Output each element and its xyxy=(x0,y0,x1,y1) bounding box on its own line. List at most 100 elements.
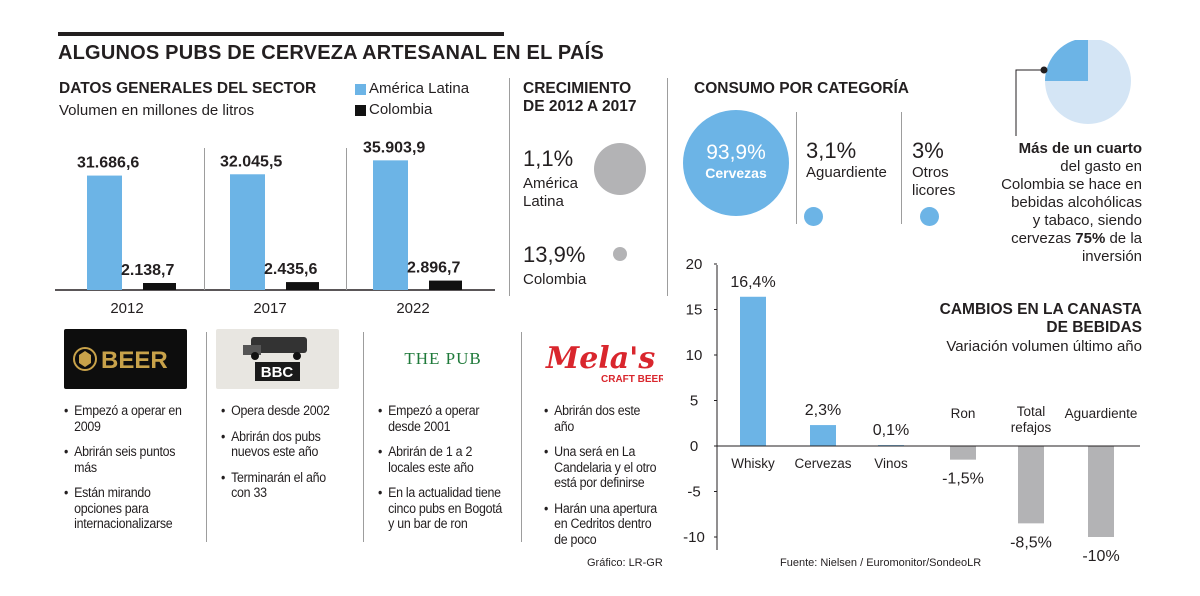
bbc-logo-truck-body xyxy=(251,337,307,353)
pub-the-pub-info: Empezó a operar desde 2001 Abrirán de 1 … xyxy=(378,403,518,542)
growth-heading-line2: DE 2012 A 2017 xyxy=(523,98,637,115)
x-tick-aguardiente: Aguardiente xyxy=(1065,406,1138,421)
legend-label-latam: América Latina xyxy=(369,80,470,97)
basket-heading-line1: CAMBIOS EN LA CANASTA xyxy=(939,301,1142,318)
consumption-aguardiente-label: Aguardiente xyxy=(806,164,887,181)
pie-note-line6: cervezas 75% de la xyxy=(980,230,1142,248)
growth-heading: CRECIMIENTO DE 2012 A 2017 xyxy=(523,80,636,116)
x-tick-2017: 2017 xyxy=(253,300,286,317)
bbc-logo-wheel-2 xyxy=(293,352,301,360)
the-pub-logo-art: THE PUB xyxy=(404,349,481,368)
pie-note-line5: y tabaco, siendo xyxy=(1032,212,1142,229)
y-tick-0: 0 xyxy=(690,438,698,455)
data-label-latam-2012: 31.686,6 xyxy=(77,155,139,172)
bar-aguardiente xyxy=(1088,446,1114,537)
pub-beer-info: Empezó a operar en 2009 Abrirán seis pun… xyxy=(64,403,192,542)
data-label-colombia-2012: 2.138,7 xyxy=(121,262,174,279)
basket-heading: CAMBIOS EN LA CANASTA DE BEBIDAS xyxy=(870,301,1142,337)
bar-cervezas xyxy=(810,425,836,446)
beer-logo-emblem xyxy=(73,347,97,371)
x-tick-2012: 2012 xyxy=(110,300,143,317)
consumption-heading: CONSUMO POR CATEGORÍA xyxy=(694,80,909,97)
data-label-latam-2017: 32.045,5 xyxy=(220,153,282,170)
growth-colombia-label: Colombia xyxy=(523,271,587,288)
logo-beer: BEER xyxy=(64,329,187,389)
y-tick--5: -5 xyxy=(687,484,700,501)
basket-chart: 20 15 10 5 0 -5 -10 16,4% Whisky 2,3% Cervezas 0,1… xyxy=(683,256,1140,565)
list-item: Opera desde 2002 xyxy=(221,403,345,419)
divider-pubs-3 xyxy=(521,332,522,542)
consumption-others-pct: 3% xyxy=(912,138,944,163)
bar-latam-2017 xyxy=(230,174,265,290)
sector-chart: 31.686,6 2.138,7 2012 32.045,5 2.435,6 2017 35… xyxy=(55,139,495,317)
sector-heading: DATOS GENERALES DEL SECTOR xyxy=(59,80,317,97)
pie-note-line2: del gasto en xyxy=(1060,158,1142,175)
consumption-aguardiente-circle xyxy=(804,207,823,226)
basket-subheading: Variación volumen último año xyxy=(946,338,1142,355)
data-label-total-refajos: -8,5% xyxy=(1010,534,1052,551)
y-tick-5: 5 xyxy=(690,393,698,410)
pie-note-line6-bold: 75% xyxy=(1075,230,1106,247)
bar-colombia-2012 xyxy=(143,283,176,290)
the-pub-logo-text: THE PUB xyxy=(404,349,481,368)
melas-logo-subtext: CRAFT BEER xyxy=(601,374,663,385)
basket-heading-line2: DE BEBIDAS xyxy=(1046,319,1142,336)
consumption-others-label-line1: Otros xyxy=(912,164,949,181)
growth-latam-label: América Latina xyxy=(523,175,578,211)
data-label-latam-2022: 35.903,9 xyxy=(363,139,425,156)
legend-swatch-latam xyxy=(355,84,366,95)
pie-note-line4: bebidas alcohólicas xyxy=(1011,194,1142,211)
logo-the-pub: THE PUB xyxy=(378,343,508,373)
sector-chart-marks: 31.686,6 2.138,7 2012 32.045,5 2.435,6 2017 35… xyxy=(77,139,462,317)
consumption-divider-1 xyxy=(796,112,797,224)
pie-note-line3: Colombia se hace en xyxy=(1001,176,1142,193)
pie-share-slice xyxy=(1045,40,1088,81)
data-label-ron: -1,5% xyxy=(942,471,984,488)
data-label-colombia-2017: 2.435,6 xyxy=(264,261,317,278)
consumption-others-circle xyxy=(920,207,939,226)
bbc-logo-truck-cab xyxy=(243,345,261,355)
bbc-logo-text: BBC xyxy=(261,364,294,381)
pie-note-line6-post: de la xyxy=(1109,230,1142,247)
sector-subheading: Volumen en millones de litros xyxy=(59,102,255,119)
list-item: En la actualidad tiene cinco pubs en Bog… xyxy=(378,485,507,532)
pub-bbc-bullets: Opera desde 2002 Abrirán dos pubs nuevos… xyxy=(221,403,356,501)
list-item: Empezó a operar desde 2001 xyxy=(378,403,507,434)
consumption-beer-text: 93,9% Cervezas xyxy=(683,141,789,181)
list-item: Están mirando opciones para internaciona… xyxy=(64,485,182,532)
divider-consumption xyxy=(667,78,668,296)
pie-note-bold: Más de un cuarto xyxy=(1018,140,1142,157)
growth-colombia-circle xyxy=(613,247,627,261)
pie-pointer-dot xyxy=(1040,66,1048,74)
x-tick-2022: 2022 xyxy=(396,300,429,317)
legend-label-colombia: Colombia xyxy=(369,101,433,118)
data-label-colombia-2022: 2.896,7 xyxy=(407,260,460,277)
list-item: Terminarán el año con 33 xyxy=(221,470,345,501)
consumption-others-label-line2: licores xyxy=(912,182,956,199)
source-credit: Fuente: Nielsen / Euromonitor/SondeoLR xyxy=(780,557,982,569)
growth-latam-circle xyxy=(594,143,646,195)
spending-pie-chart xyxy=(1015,40,1131,136)
growth-latam-label-line2: Latina xyxy=(523,193,564,210)
x-tick-cervezas: Cervezas xyxy=(794,456,851,471)
legend-swatch-colombia xyxy=(355,105,366,116)
bar-colombia-2017 xyxy=(286,282,319,290)
beer-logo-emblem-mark xyxy=(79,351,91,367)
bar-ron xyxy=(950,446,976,460)
x-tick-vinos: Vinos xyxy=(874,456,908,471)
consumption-others-label: Otros licores xyxy=(912,164,955,200)
consumption-beer-circle xyxy=(683,110,789,216)
bar-whisky xyxy=(740,296,766,446)
growth-heading-line1: CRECIMIENTO xyxy=(523,80,632,97)
divider-pubs-1 xyxy=(206,332,207,542)
consumption-beer-label: Cervezas xyxy=(705,165,767,181)
consumption-aguardiente-pct: 3,1% xyxy=(806,138,857,163)
pub-the-pub-bullets: Empezó a operar desde 2001 Abrirán de 1 … xyxy=(378,403,518,532)
list-item: Abrirán de 1 a 2 locales este año xyxy=(378,444,507,475)
bbc-logo-plate xyxy=(255,362,300,381)
beer-logo-art: BEER xyxy=(73,347,168,374)
bbc-logo-art: BBC xyxy=(243,337,307,381)
pie-note: Más de un cuarto del gasto en Colombia s… xyxy=(980,140,1142,266)
consumption-beer-pct: 93,9% xyxy=(706,141,766,164)
growth-colombia-pct: 13,9% xyxy=(523,242,586,267)
